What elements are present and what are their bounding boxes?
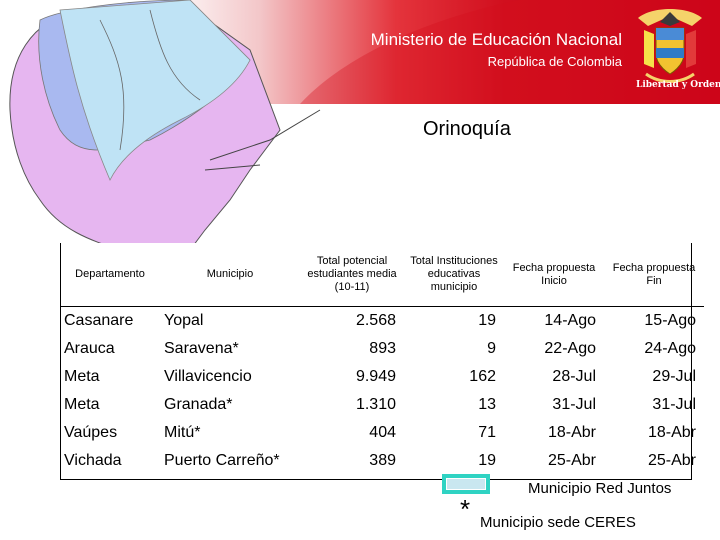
header-total-estudiantes: Total potencial estudiantes media (10-11… bbox=[300, 243, 404, 307]
coat-of-arms-icon bbox=[638, 9, 702, 83]
motto-text: Libertad y Orden bbox=[636, 80, 720, 90]
cell-departamento: Meta bbox=[64, 368, 100, 385]
cell-municipio: Mitú* bbox=[164, 424, 201, 441]
cell-inicio: 25-Abr bbox=[547, 452, 596, 469]
cell-fin: 24-Ago bbox=[644, 340, 696, 357]
cell-instituciones: 19 bbox=[478, 312, 496, 329]
cell-municipio: Saravena* bbox=[164, 340, 239, 357]
header-fecha-inicio: Fecha propuesta Inicio bbox=[504, 243, 604, 307]
orinoquia-map bbox=[9, 0, 321, 250]
cell-estudiantes: 404 bbox=[369, 424, 396, 441]
table-header-row: Departamento Municipio Total potencial e… bbox=[60, 243, 704, 307]
cell-inicio: 28-Jul bbox=[552, 368, 596, 385]
region-title: Orinoquía bbox=[423, 118, 511, 140]
cell-municipio: Yopal bbox=[164, 312, 204, 329]
cell-instituciones: 19 bbox=[478, 452, 496, 469]
republic-name: República de Colombia bbox=[487, 54, 622, 69]
cell-estudiantes: 2.568 bbox=[355, 312, 396, 329]
legend-red-juntos-label: Municipio Red Juntos bbox=[528, 480, 672, 497]
cell-municipio: Villavicencio bbox=[164, 368, 252, 385]
header-municipio: Municipio bbox=[160, 243, 300, 307]
cell-estudiantes: 1.310 bbox=[355, 396, 396, 413]
cell-departamento: Vaúpes bbox=[64, 424, 118, 441]
cell-departamento: Arauca bbox=[64, 340, 115, 357]
schedule-table: Departamento Municipio Total potencial e… bbox=[60, 243, 704, 475]
cell-departamento: Meta bbox=[64, 396, 100, 413]
cell-estudiantes: 9.949 bbox=[355, 368, 396, 385]
header-swoosh bbox=[300, 0, 720, 104]
cell-fin: 18-Abr bbox=[647, 424, 696, 441]
cell-municipio: Puerto Carreño* bbox=[164, 452, 280, 469]
cell-departamento: Vichada bbox=[64, 452, 122, 469]
legend-swatch-fill bbox=[447, 479, 485, 489]
cell-instituciones: 13 bbox=[478, 396, 496, 413]
table-row: Vichada Puerto Carreño* 389 19 25-Abr 25… bbox=[60, 447, 704, 475]
legend-asterisk: * bbox=[460, 494, 471, 524]
cell-estudiantes: 893 bbox=[369, 340, 396, 357]
table-row: Arauca Saravena* 893 9 22-Ago 24-Ago bbox=[60, 335, 704, 363]
cell-fin: 31-Jul bbox=[652, 396, 696, 413]
legend-ceres-label: Municipio sede CERES bbox=[480, 514, 636, 531]
cell-inicio: 18-Abr bbox=[547, 424, 596, 441]
cell-instituciones: 162 bbox=[469, 368, 496, 385]
header-total-instituciones: Total Instituciones educativas municipio bbox=[404, 243, 504, 307]
cell-instituciones: 71 bbox=[478, 424, 496, 441]
cell-instituciones: 9 bbox=[487, 340, 496, 357]
cell-inicio: 31-Jul bbox=[552, 396, 596, 413]
cell-estudiantes: 389 bbox=[369, 452, 396, 469]
cell-municipio: Granada* bbox=[164, 396, 233, 413]
table-row: Vaúpes Mitú* 404 71 18-Abr 18-Abr bbox=[60, 419, 704, 447]
table-row: Casanare Yopal 2.568 19 14-Ago 15-Ago bbox=[60, 307, 704, 336]
cell-inicio: 14-Ago bbox=[544, 312, 596, 329]
cell-fin: 25-Abr bbox=[647, 452, 696, 469]
ministry-name: Ministerio de Educación Nacional bbox=[370, 30, 622, 49]
table-row: Meta Villavicencio 9.949 162 28-Jul 29-J… bbox=[60, 363, 704, 391]
table-row: Meta Granada* 1.310 13 31-Jul 31-Jul bbox=[60, 391, 704, 419]
cell-departamento: Casanare bbox=[64, 312, 134, 329]
header-fecha-fin: Fecha propuesta Fin bbox=[604, 243, 704, 307]
cell-inicio: 22-Ago bbox=[544, 340, 596, 357]
header-departamento: Departamento bbox=[60, 243, 160, 307]
cell-fin: 15-Ago bbox=[644, 312, 696, 329]
cell-fin: 29-Jul bbox=[652, 368, 696, 385]
